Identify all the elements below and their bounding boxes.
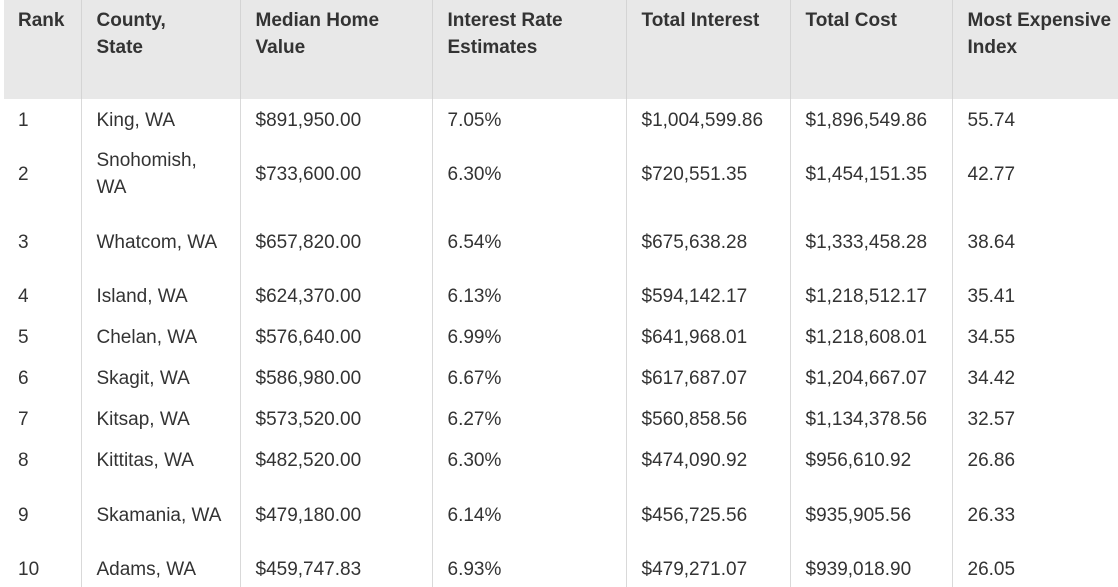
- cell-interest-rate: 6.99%: [431, 317, 626, 358]
- table-row: 9 Skamania, WA $479,180.00 6.14% $456,72…: [4, 481, 1118, 549]
- cell-interest-rate: 6.30%: [431, 440, 626, 481]
- cell-median-home-value: $576,640.00: [239, 317, 432, 358]
- cell-total-cost: $1,134,378.56: [789, 399, 952, 440]
- cell-county-state: Whatcom, WA: [80, 208, 240, 276]
- cell-median-home-value: $459,747.83: [239, 549, 432, 587]
- cell-total-interest: $474,090.92: [625, 440, 790, 481]
- cell-median-home-value: $657,820.00: [239, 208, 432, 276]
- cell-county-state: Adams, WA: [80, 549, 240, 587]
- cell-interest-rate: 6.13%: [431, 276, 626, 317]
- cell-interest-rate: 7.05%: [431, 99, 626, 140]
- header-median-home-value: Median Home Value: [239, 0, 432, 99]
- cell-rank: 3: [18, 231, 29, 253]
- cell-rank: 6: [18, 368, 29, 389]
- header-most-expensive-index: Most Expensive Index: [951, 0, 1118, 99]
- cell-total-interest: $720,551.35: [625, 140, 790, 208]
- table-row: 8 Kittitas, WA $482,520.00 6.30% $474,09…: [4, 440, 1118, 481]
- cell-total-cost: $1,218,512.17: [789, 276, 952, 317]
- cell-total-interest: $1,004,599.86: [625, 99, 790, 140]
- cell-county-state: Chelan, WA: [80, 317, 240, 358]
- cell-county-state: Snohomish, WA: [80, 140, 240, 208]
- cell-total-cost: $1,204,667.07: [789, 358, 952, 399]
- header-total-cost: Total Cost: [789, 0, 952, 99]
- cell-rank: 10: [18, 559, 40, 580]
- county-cost-table-container: Rank County, State Median Home Value Int…: [4, 0, 1118, 587]
- cell-total-interest: $560,858.56: [625, 399, 790, 440]
- cell-most-expensive-index: 38.64: [951, 208, 1118, 276]
- cell-median-home-value: $482,520.00: [239, 440, 432, 481]
- cell-most-expensive-index: 34.42: [951, 358, 1118, 399]
- cell-total-cost: $1,454,151.35: [789, 140, 952, 208]
- header-rank: Rank: [18, 10, 65, 31]
- cell-total-cost: $935,905.56: [789, 481, 952, 549]
- cell-rank: 1: [18, 110, 29, 131]
- cell-most-expensive-index: 55.74: [951, 99, 1118, 140]
- table-row: 2 Snohomish, WA $733,600.00 6.30% $720,5…: [4, 140, 1118, 208]
- cell-median-home-value: $573,520.00: [239, 399, 432, 440]
- cell-total-cost: $1,896,549.86: [789, 99, 952, 140]
- cell-median-home-value: $891,950.00: [239, 99, 432, 140]
- header-county-state: County, State: [80, 0, 240, 99]
- cell-interest-rate: 6.30%: [431, 140, 626, 208]
- cell-most-expensive-index: 26.86: [951, 440, 1118, 481]
- header-interest-rate-estimates: Interest Rate Estimates: [431, 0, 626, 99]
- cell-interest-rate: 6.14%: [431, 481, 626, 549]
- cell-county-state: King, WA: [80, 99, 240, 140]
- table-header: Rank County, State Median Home Value Int…: [4, 0, 1118, 99]
- header-row: Rank County, State Median Home Value Int…: [4, 0, 1118, 99]
- cell-county-state: Kitsap, WA: [80, 399, 240, 440]
- cell-rank: 9: [18, 504, 29, 526]
- cell-most-expensive-index: 26.05: [951, 549, 1118, 587]
- cell-most-expensive-index: 35.41: [951, 276, 1118, 317]
- cell-interest-rate: 6.27%: [431, 399, 626, 440]
- cell-interest-rate: 6.93%: [431, 549, 626, 587]
- cell-total-interest: $594,142.17: [625, 276, 790, 317]
- cell-median-home-value: $624,370.00: [239, 276, 432, 317]
- cell-total-interest: $617,687.07: [625, 358, 790, 399]
- cell-most-expensive-index: 42.77: [951, 140, 1118, 208]
- table-row: 10 Adams, WA $459,747.83 6.93% $479,271.…: [4, 549, 1118, 587]
- table-row: 4 Island, WA $624,370.00 6.13% $594,142.…: [4, 276, 1118, 317]
- table-row: 3 Whatcom, WA $657,820.00 6.54% $675,638…: [4, 208, 1118, 276]
- table-body: 1 King, WA $891,950.00 7.05% $1,004,599.…: [4, 99, 1118, 587]
- cell-county-state: Island, WA: [80, 276, 240, 317]
- cell-total-interest: $641,968.01: [625, 317, 790, 358]
- cell-median-home-value: $586,980.00: [239, 358, 432, 399]
- cell-total-interest: $479,271.07: [625, 549, 790, 587]
- cell-total-cost: $956,610.92: [789, 440, 952, 481]
- cell-total-interest: $675,638.28: [625, 208, 790, 276]
- table-row: 1 King, WA $891,950.00 7.05% $1,004,599.…: [4, 99, 1118, 140]
- cell-interest-rate: 6.54%: [431, 208, 626, 276]
- cell-most-expensive-index: 34.55: [951, 317, 1118, 358]
- table-row: 7 Kitsap, WA $573,520.00 6.27% $560,858.…: [4, 399, 1118, 440]
- header-total-interest: Total Interest: [625, 0, 790, 99]
- cell-total-cost: $1,218,608.01: [789, 317, 952, 358]
- cell-total-cost: $939,018.90: [789, 549, 952, 587]
- cell-most-expensive-index: 26.33: [951, 481, 1118, 549]
- cell-median-home-value: $479,180.00: [239, 481, 432, 549]
- cell-most-expensive-index: 32.57: [951, 399, 1118, 440]
- cell-total-interest: $456,725.56: [625, 481, 790, 549]
- cell-total-cost: $1,333,458.28: [789, 208, 952, 276]
- cell-rank: 5: [18, 327, 29, 348]
- cell-rank: 4: [18, 286, 29, 307]
- county-cost-table: Rank County, State Median Home Value Int…: [4, 0, 1118, 587]
- cell-county-state: Kittitas, WA: [80, 440, 240, 481]
- cell-median-home-value: $733,600.00: [239, 140, 432, 208]
- cell-rank: 2: [18, 163, 29, 185]
- table-row: 6 Skagit, WA $586,980.00 6.67% $617,687.…: [4, 358, 1118, 399]
- table-row: 5 Chelan, WA $576,640.00 6.99% $641,968.…: [4, 317, 1118, 358]
- cell-county-state: Skagit, WA: [80, 358, 240, 399]
- cell-rank: 7: [18, 409, 29, 430]
- cell-rank: 8: [18, 450, 29, 471]
- cell-county-state: Skamania, WA: [80, 481, 240, 549]
- cell-interest-rate: 6.67%: [431, 358, 626, 399]
